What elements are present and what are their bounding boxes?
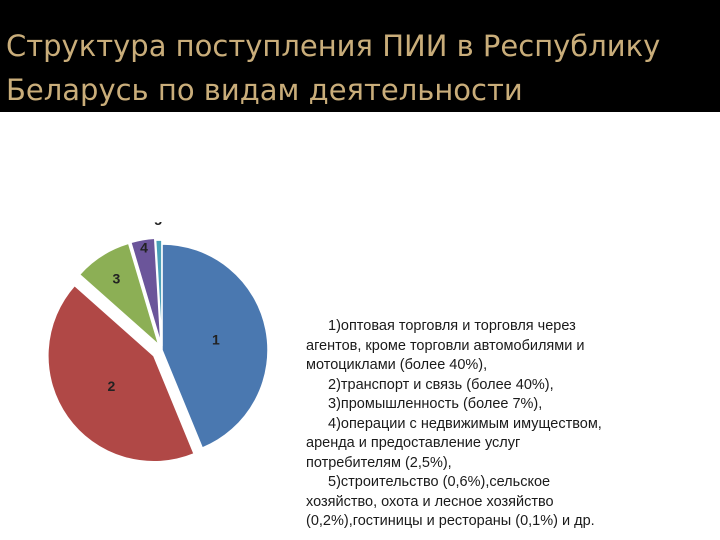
pie-slice-5	[154, 239, 163, 347]
pie-chart: 1 2 3 4 5	[47, 222, 269, 463]
legend-line: потребителям (2,5%),	[306, 454, 452, 471]
legend-line: (0,2%),гостиницы и рестораны (0,1%) и др…	[306, 513, 595, 529]
legend-line: мотоциклами (более 40%),	[306, 357, 488, 373]
pie-slice-3	[78, 242, 161, 348]
slide-title: Структура поступления ПИИ в Республику Б…	[0, 0, 720, 112]
legend-line: хозяйство, охота и лесное хозяйство	[306, 493, 554, 510]
pie-slice-2	[47, 284, 196, 463]
pie-slice-label: 2	[108, 378, 116, 394]
legend-line: 1)оптовая торговля и торговля через	[328, 318, 576, 334]
legend-line: 4)операции с недвижимым имуществом,	[328, 415, 602, 432]
pie-slice-label: 1	[212, 331, 220, 347]
slide-title-line-1: Структура поступления ПИИ в Республику	[6, 29, 661, 63]
legend-line: 2)транспорт и связь (более 40%),	[328, 376, 554, 393]
pie-slice-4	[129, 237, 162, 345]
pie-slice-label: 5	[154, 222, 162, 228]
legend-line: 5)строительство (0,6%),сельское	[328, 474, 551, 490]
pie-slice-label: 4	[140, 240, 148, 256]
pie-slice-1	[161, 243, 269, 450]
slide-title-line-2: Беларусь по видам деятельности	[6, 73, 523, 107]
pie-slice-label: 3	[112, 270, 120, 286]
legend-line: 3)промышленность (более 7%),	[328, 396, 543, 412]
slide-body: 1 2 3 4 5 1)оптовая торговля и торговля чере…	[0, 112, 720, 540]
chart-legend: 1)оптовая торговля и торговля через агент…	[306, 317, 646, 532]
legend-line: аренда и предоставление услуг	[306, 435, 521, 451]
legend-line: агентов, кроме торговли автомобилями и	[306, 337, 585, 354]
